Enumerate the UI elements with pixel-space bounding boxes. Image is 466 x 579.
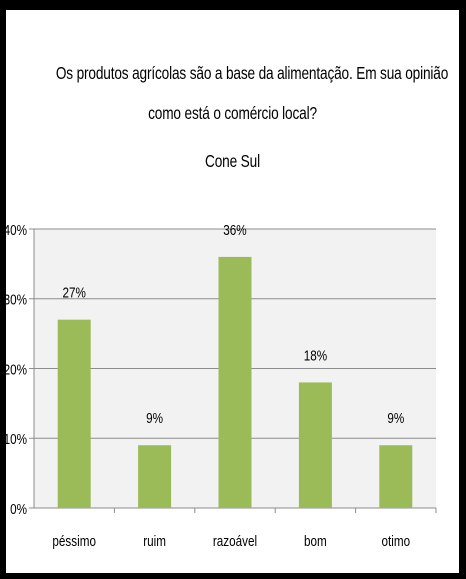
chart-title-line-1: Os produtos agrícolas são a base da alim… (55, 63, 449, 83)
category-label: bom (304, 533, 327, 550)
bar-bom (298, 382, 332, 508)
bar-chart: 0% 10% 20% 30% 40% péssimo ruim razoável bom otim… (6, 222, 437, 550)
axes: 0% 10% 20% 30% 40% péssimo ruim razoável bom otim… (6, 222, 437, 550)
data-label: 36% (223, 222, 246, 239)
bar-otimo (379, 445, 413, 508)
y-tick-label: 10% (6, 431, 27, 448)
category-label: otimo (382, 533, 411, 550)
bars (57, 256, 413, 508)
category-label: péssimo (52, 533, 96, 550)
chart-title-line-3: Cone Sul (205, 151, 260, 171)
data-label: 9% (387, 410, 404, 427)
bar-ruim (138, 445, 172, 508)
y-tick-label: 0% (10, 501, 27, 518)
bar-razoável (218, 256, 252, 508)
data-label: 27% (62, 284, 85, 301)
y-tick-label: 30% (6, 291, 27, 308)
category-label: razoável (213, 533, 257, 550)
y-tick-label: 40% (6, 222, 27, 239)
chart-title-line-2: como está o comércio local? (148, 103, 317, 123)
data-label: 9% (146, 410, 163, 427)
bar-péssimo (57, 319, 91, 508)
chart-frame: Os produtos agrícolas são a base da alim… (6, 10, 459, 573)
data-labels: 27% 9% 36% 18% 9% (62, 222, 404, 427)
data-label: 18% (304, 347, 327, 364)
category-label: ruim (143, 533, 166, 550)
y-tick-label: 20% (6, 361, 27, 378)
